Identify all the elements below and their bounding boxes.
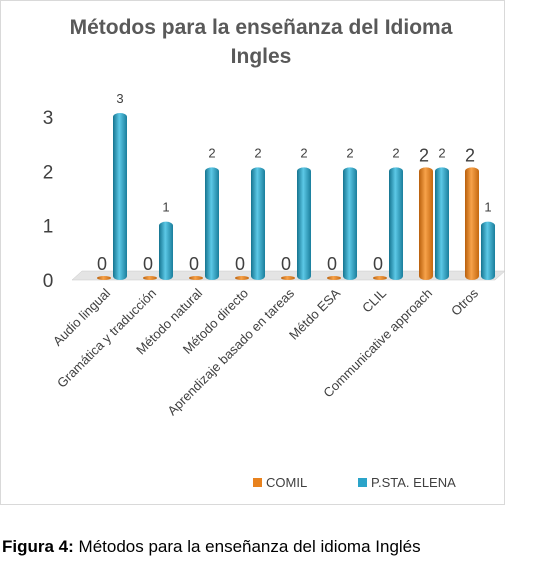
data-label: 0 — [189, 254, 199, 274]
legend-swatch — [253, 478, 262, 487]
bar — [389, 167, 403, 280]
data-label: 1 — [484, 200, 491, 215]
data-label: 0 — [281, 254, 291, 274]
chart-title: Métodos para la enseñanza del Idioma Ing… — [69, 16, 453, 68]
data-label: 2 — [392, 145, 399, 160]
data-label: 2 — [465, 145, 475, 165]
data-label: 1 — [162, 200, 169, 215]
bar — [281, 276, 295, 280]
x-tick-label: Otros — [448, 285, 481, 318]
caption-label: Figura 4: — [2, 537, 74, 556]
legend-swatch — [358, 478, 367, 487]
data-label: 2 — [254, 145, 261, 160]
chart-frame: Métodos para la enseñanza del Idioma Ing… — [0, 0, 505, 505]
bar — [235, 276, 249, 280]
data-label: 2 — [346, 145, 353, 160]
data-label: 0 — [235, 254, 245, 274]
y-tick-label: 1 — [43, 217, 54, 238]
bar — [297, 167, 311, 280]
y-tick-label: 2 — [43, 162, 54, 183]
bar — [327, 276, 341, 280]
data-label: 2 — [300, 145, 307, 160]
bar — [343, 167, 357, 280]
bar — [189, 276, 203, 280]
data-label: 2 — [438, 145, 445, 160]
data-label: 0 — [97, 254, 107, 274]
bar — [97, 276, 111, 280]
caption: Figura 4: Métodos para la enseñanza del … — [2, 537, 421, 557]
data-label: 0 — [373, 254, 383, 274]
bar — [465, 167, 479, 280]
y-tick-label: 3 — [43, 108, 54, 129]
data-label: 2 — [208, 145, 215, 160]
bar — [113, 113, 127, 280]
data-label: 0 — [327, 254, 337, 274]
data-label: 2 — [419, 145, 429, 165]
x-tick-label: CLIL — [359, 286, 389, 316]
bar — [373, 276, 387, 280]
data-label: 3 — [116, 91, 123, 106]
bar — [251, 167, 265, 280]
bar — [205, 167, 219, 280]
data-label: 0 — [143, 254, 153, 274]
bar — [435, 167, 449, 280]
bar — [481, 221, 495, 280]
y-tick-label: 0 — [43, 271, 54, 292]
caption-text: Métodos para la enseñanza del idioma Ing… — [78, 537, 421, 556]
bar — [143, 276, 157, 280]
legend-label: P.STA. ELENA — [371, 475, 456, 490]
bar — [419, 167, 433, 280]
legend-label: COMIL — [266, 475, 307, 490]
bar — [159, 221, 173, 280]
